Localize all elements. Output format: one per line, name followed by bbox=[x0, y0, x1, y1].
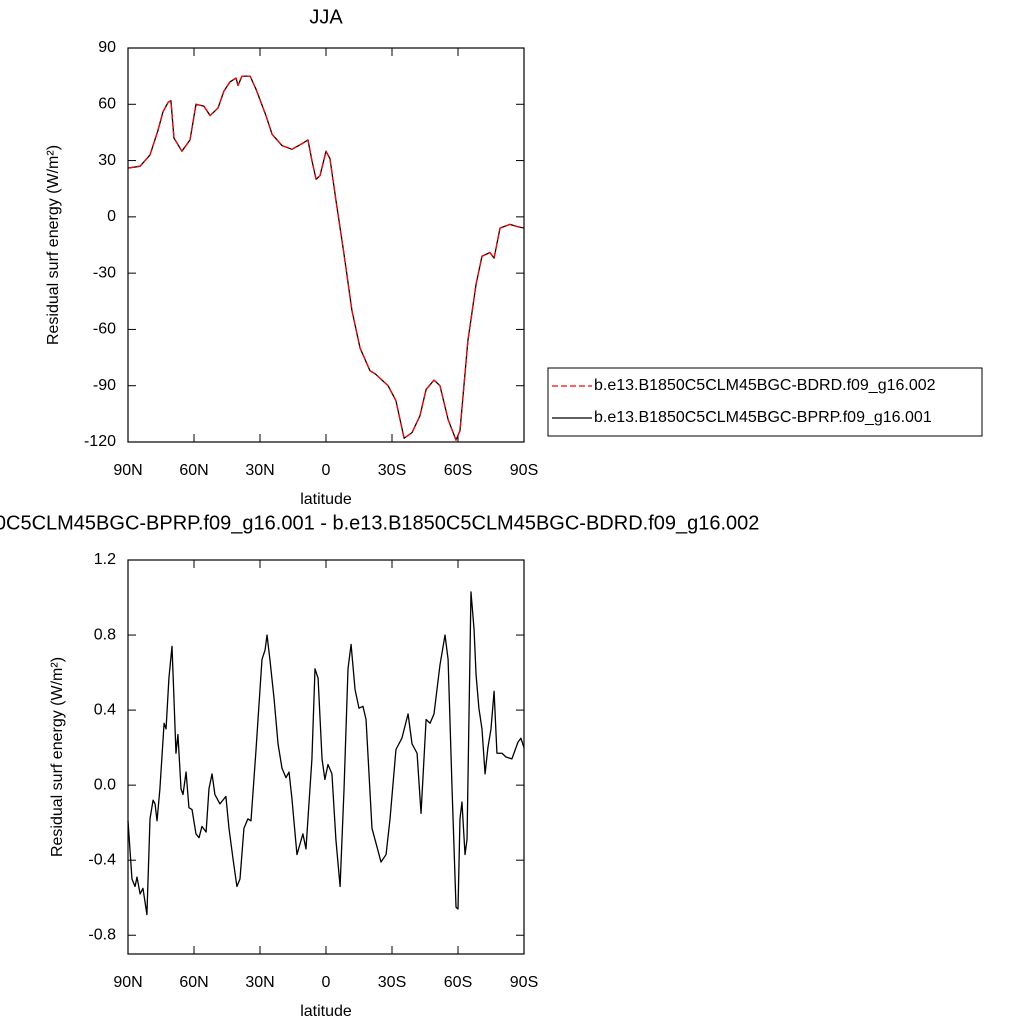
y-tick-label: 0.8 bbox=[94, 626, 116, 643]
data-line bbox=[127, 75, 525, 441]
y-axis-label: Residual surf energy (W/m²) bbox=[49, 657, 66, 857]
y-tick-label: -30 bbox=[93, 264, 116, 281]
x-tick-label: 0 bbox=[322, 974, 331, 991]
legend-box bbox=[547, 367, 983, 437]
chart-title: JJA bbox=[309, 6, 343, 28]
y-axis-label: Residual surf energy (W/m²) bbox=[45, 145, 62, 345]
y-tick-label: 1.2 bbox=[94, 551, 116, 568]
x-tick-label: 0 bbox=[322, 462, 331, 479]
y-tick-label: 30 bbox=[98, 152, 116, 169]
legend-label: b.e13.B1850C5CLM45BGC-BDRD.f09_g16.002 bbox=[594, 377, 936, 394]
y-tick-label: -0.4 bbox=[88, 851, 116, 868]
y-tick-label: -120 bbox=[84, 433, 116, 450]
y-tick-label: -90 bbox=[93, 377, 116, 394]
y-tick-label: 0.0 bbox=[94, 776, 116, 793]
chart-panel: b.e13.B1850C5CLM45BGC-BPRP.f09_g16.001 -… bbox=[0, 512, 759, 1020]
x-tick-label: 60N bbox=[179, 462, 208, 479]
y-tick-label: -0.8 bbox=[88, 926, 116, 943]
legend-label: b.e13.B1850C5CLM45BGC-BPRP.f09_g16.001 bbox=[594, 409, 932, 426]
x-tick-label: 30N bbox=[245, 974, 274, 991]
x-tick-label: 90S bbox=[510, 462, 538, 479]
data-line bbox=[127, 591, 525, 916]
y-tick-label: 90 bbox=[98, 39, 116, 56]
plot-frame bbox=[127, 559, 525, 955]
x-axis-label: latitude bbox=[300, 491, 352, 508]
x-tick-label: 60S bbox=[444, 974, 472, 991]
x-tick-label: 30S bbox=[378, 462, 406, 479]
y-tick-label: 0 bbox=[107, 208, 116, 225]
x-tick-label: 30N bbox=[245, 462, 274, 479]
y-tick-label: 0.4 bbox=[94, 701, 116, 718]
x-tick-label: 90S bbox=[510, 974, 538, 991]
x-tick-label: 90N bbox=[113, 462, 142, 479]
y-tick-label: -60 bbox=[93, 321, 116, 338]
x-tick-label: 30S bbox=[378, 974, 406, 991]
x-tick-label: 60S bbox=[444, 462, 472, 479]
x-axis-label: latitude bbox=[300, 1003, 352, 1020]
plot-frame bbox=[127, 47, 525, 443]
x-tick-label: 60N bbox=[179, 974, 208, 991]
y-tick-label: 60 bbox=[98, 96, 116, 113]
chart-panel: JJA latitude Residual surf energy (W/m²) 90… bbox=[45, 6, 983, 508]
data-line bbox=[127, 75, 525, 441]
chart-title: b.e13.B1850C5CLM45BGC-BPRP.f09_g16.001 -… bbox=[0, 512, 759, 534]
x-tick-label: 90N bbox=[113, 974, 142, 991]
